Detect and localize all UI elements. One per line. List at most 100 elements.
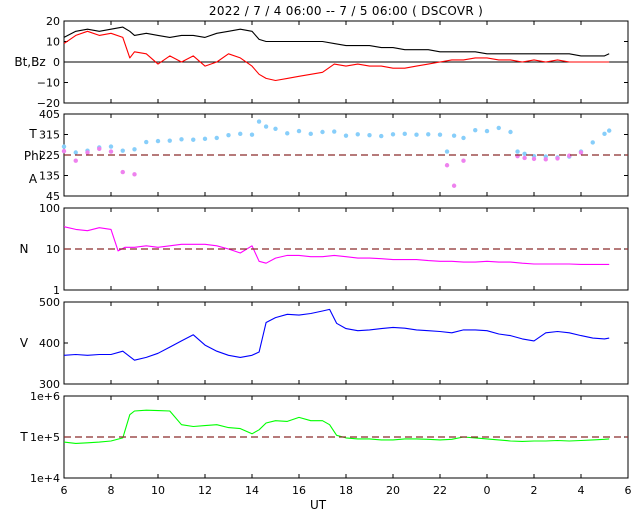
y-tick-label: 1e+5: [30, 431, 60, 444]
y-tick-label: 400: [39, 337, 60, 350]
y-tick-label: −20: [37, 97, 60, 110]
theta-point: [367, 132, 372, 138]
theta-point: [590, 140, 595, 145]
phi-point: [531, 156, 537, 162]
y-tick-label: 100: [39, 202, 60, 215]
theta-point: [484, 128, 490, 134]
x-tick-label: 4: [578, 484, 585, 497]
y-axis-label: A: [29, 172, 38, 186]
x-tick-label: 16: [292, 484, 306, 497]
temperature-line: [63, 409, 610, 444]
phi-point: [567, 153, 572, 158]
theta-point: [238, 131, 243, 137]
x-tick-label: 6: [61, 484, 68, 497]
phi-point: [451, 183, 457, 188]
theta-point: [108, 144, 114, 149]
y-tick-label: 20: [46, 15, 60, 28]
phi-point: [444, 163, 450, 168]
y-tick-label: 45: [46, 190, 60, 203]
theta-point: [444, 149, 450, 154]
theta-point: [496, 125, 501, 131]
y-tick-label: 1e+6: [30, 390, 60, 403]
theta-point: [308, 131, 313, 137]
y-tick-label: 1e+4: [30, 472, 60, 485]
y-axis-label: Bt,Bz: [14, 55, 45, 69]
y-tick-label: 0: [53, 56, 60, 69]
x-tick-label: 6: [625, 484, 632, 497]
theta-point: [214, 135, 219, 141]
theta-point: [191, 137, 196, 142]
y-tick-label: 300: [39, 378, 60, 391]
y-tick-label: 1: [53, 284, 60, 297]
theta-point: [167, 138, 172, 143]
bt-line: [63, 26, 610, 57]
theta-point: [522, 151, 527, 157]
y-tick-label: 225: [39, 149, 60, 162]
theta-point: [508, 129, 513, 135]
velocity-line: [63, 308, 610, 361]
phi-point: [522, 155, 527, 161]
theta-point: [390, 132, 396, 137]
theta-point: [451, 133, 457, 138]
theta-point: [461, 135, 466, 141]
x-tick-label: 2: [531, 484, 538, 497]
theta-point: [379, 133, 384, 139]
theta-point: [343, 133, 349, 138]
theta-point: [256, 119, 262, 124]
theta-point: [602, 131, 607, 137]
theta-point: [402, 131, 407, 137]
x-tick-label: 10: [151, 484, 165, 497]
y-axis-label: V: [20, 336, 29, 350]
theta-point: [473, 127, 478, 133]
y-tick-label: 135: [39, 170, 60, 183]
x-tick-label: 18: [339, 484, 353, 497]
x-tick-label: 20: [386, 484, 400, 497]
theta-point: [132, 147, 137, 152]
theta-point: [73, 150, 78, 155]
theta-point: [414, 132, 419, 137]
theta-point: [296, 128, 302, 134]
density-line: [63, 226, 610, 265]
theta-point: [226, 132, 231, 138]
phi-point: [132, 172, 137, 177]
y-tick-label: 315: [39, 129, 60, 142]
x-tick-label: 14: [245, 484, 259, 497]
x-tick-label: 8: [108, 484, 115, 497]
theta-point: [273, 126, 278, 132]
y-tick-label: 500: [39, 296, 60, 309]
y-tick-label: 10: [46, 243, 60, 256]
theta-point: [332, 129, 337, 134]
theta-point: [179, 137, 184, 142]
bz-line: [63, 30, 610, 82]
theta-point: [249, 132, 255, 137]
theta-point: [320, 129, 325, 135]
y-axis-label: N: [20, 242, 29, 256]
x-tick-label: 0: [484, 484, 491, 497]
phi-point: [555, 156, 560, 161]
y-axis-label: T: [19, 430, 28, 444]
phi-point: [73, 158, 78, 163]
phi-point: [108, 149, 114, 154]
y-tick-label: 10: [46, 36, 60, 49]
y-tick-label: −10: [37, 77, 60, 90]
theta-point: [426, 132, 431, 137]
x-tick-label: 22: [433, 484, 447, 497]
theta-point: [607, 128, 612, 133]
theta-point: [515, 149, 520, 154]
theta-point: [437, 132, 443, 137]
theta-point: [285, 131, 290, 136]
x-axis-label: UT: [310, 498, 327, 512]
phi-point: [461, 158, 466, 163]
chart-title: 2022 / 7 / 4 06:00 -- 7 / 5 06:00 ( DSCO…: [208, 4, 484, 18]
phi-point: [543, 157, 548, 162]
phi-point: [97, 146, 102, 152]
theta-point: [120, 148, 125, 153]
panel-frame-velocity: [63, 301, 629, 385]
y-tick-label: 405: [39, 108, 60, 121]
theta-point: [144, 139, 149, 145]
phi-point: [120, 169, 125, 175]
y-axis-label: Phi: [24, 149, 42, 163]
phi-point: [85, 150, 90, 155]
theta-point: [355, 132, 360, 137]
